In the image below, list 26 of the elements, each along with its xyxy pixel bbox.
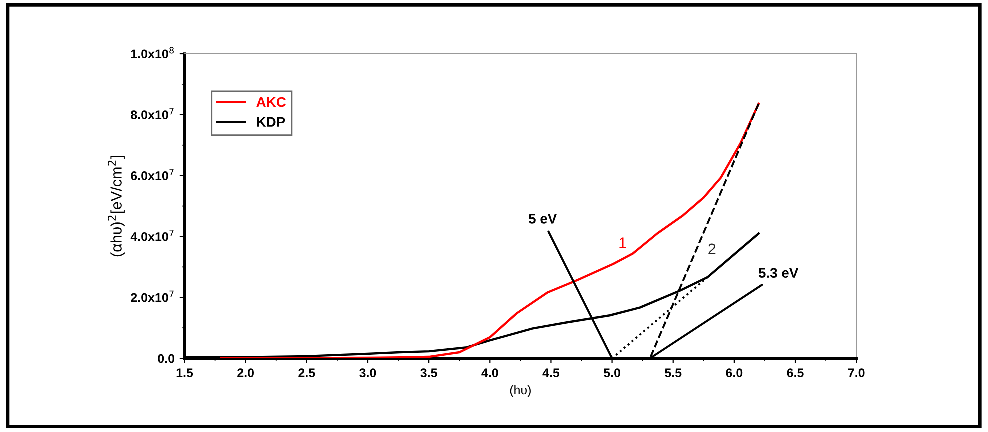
y-tick-label: 1.0x10$^{8}$ xyxy=(131,47,174,59)
x-tick-label: 4.5 xyxy=(542,368,560,378)
y-tick-label: 6.0x10$^{7}$ xyxy=(131,169,174,180)
x-tick-label: 1.5 xyxy=(176,368,194,378)
y-tick-label: 2.0x10$^{7}$ xyxy=(131,290,174,302)
x-tick-label: 4.0 xyxy=(482,368,498,378)
legend-label: KDP xyxy=(257,117,286,127)
x-tick-label: 2.5 xyxy=(298,368,316,378)
x-tick-label: 3.0 xyxy=(360,368,376,378)
x-axis-title: (hυ) xyxy=(510,385,531,398)
annotation: 2 xyxy=(708,244,716,254)
x-tick-label: 6.5 xyxy=(787,368,804,378)
legend-label: AKC xyxy=(256,97,286,108)
annotation: 1 xyxy=(620,238,626,248)
x-tick-label: 6.0 xyxy=(726,368,743,378)
annotation: 5.3 eV xyxy=(758,268,799,278)
x-tick-label: 5.0 xyxy=(604,368,620,378)
y-tick-label: 0.0 xyxy=(158,354,175,364)
x-tick-label: 3.5 xyxy=(420,368,438,378)
y-axis-title: (αhυ)$^{2}$[eV/cm$^{2}$] xyxy=(108,156,125,257)
annotation: 5 eV xyxy=(528,214,558,224)
y-tick-label: 4.0x10$^{7}$ xyxy=(130,230,174,242)
x-tick-label: 7.0 xyxy=(848,368,865,378)
x-tick-label: 5.5 xyxy=(665,368,682,378)
y-tick-label: 8.0x10$^{7}$ xyxy=(131,108,174,120)
x-tick-label: 2.0 xyxy=(238,368,254,378)
